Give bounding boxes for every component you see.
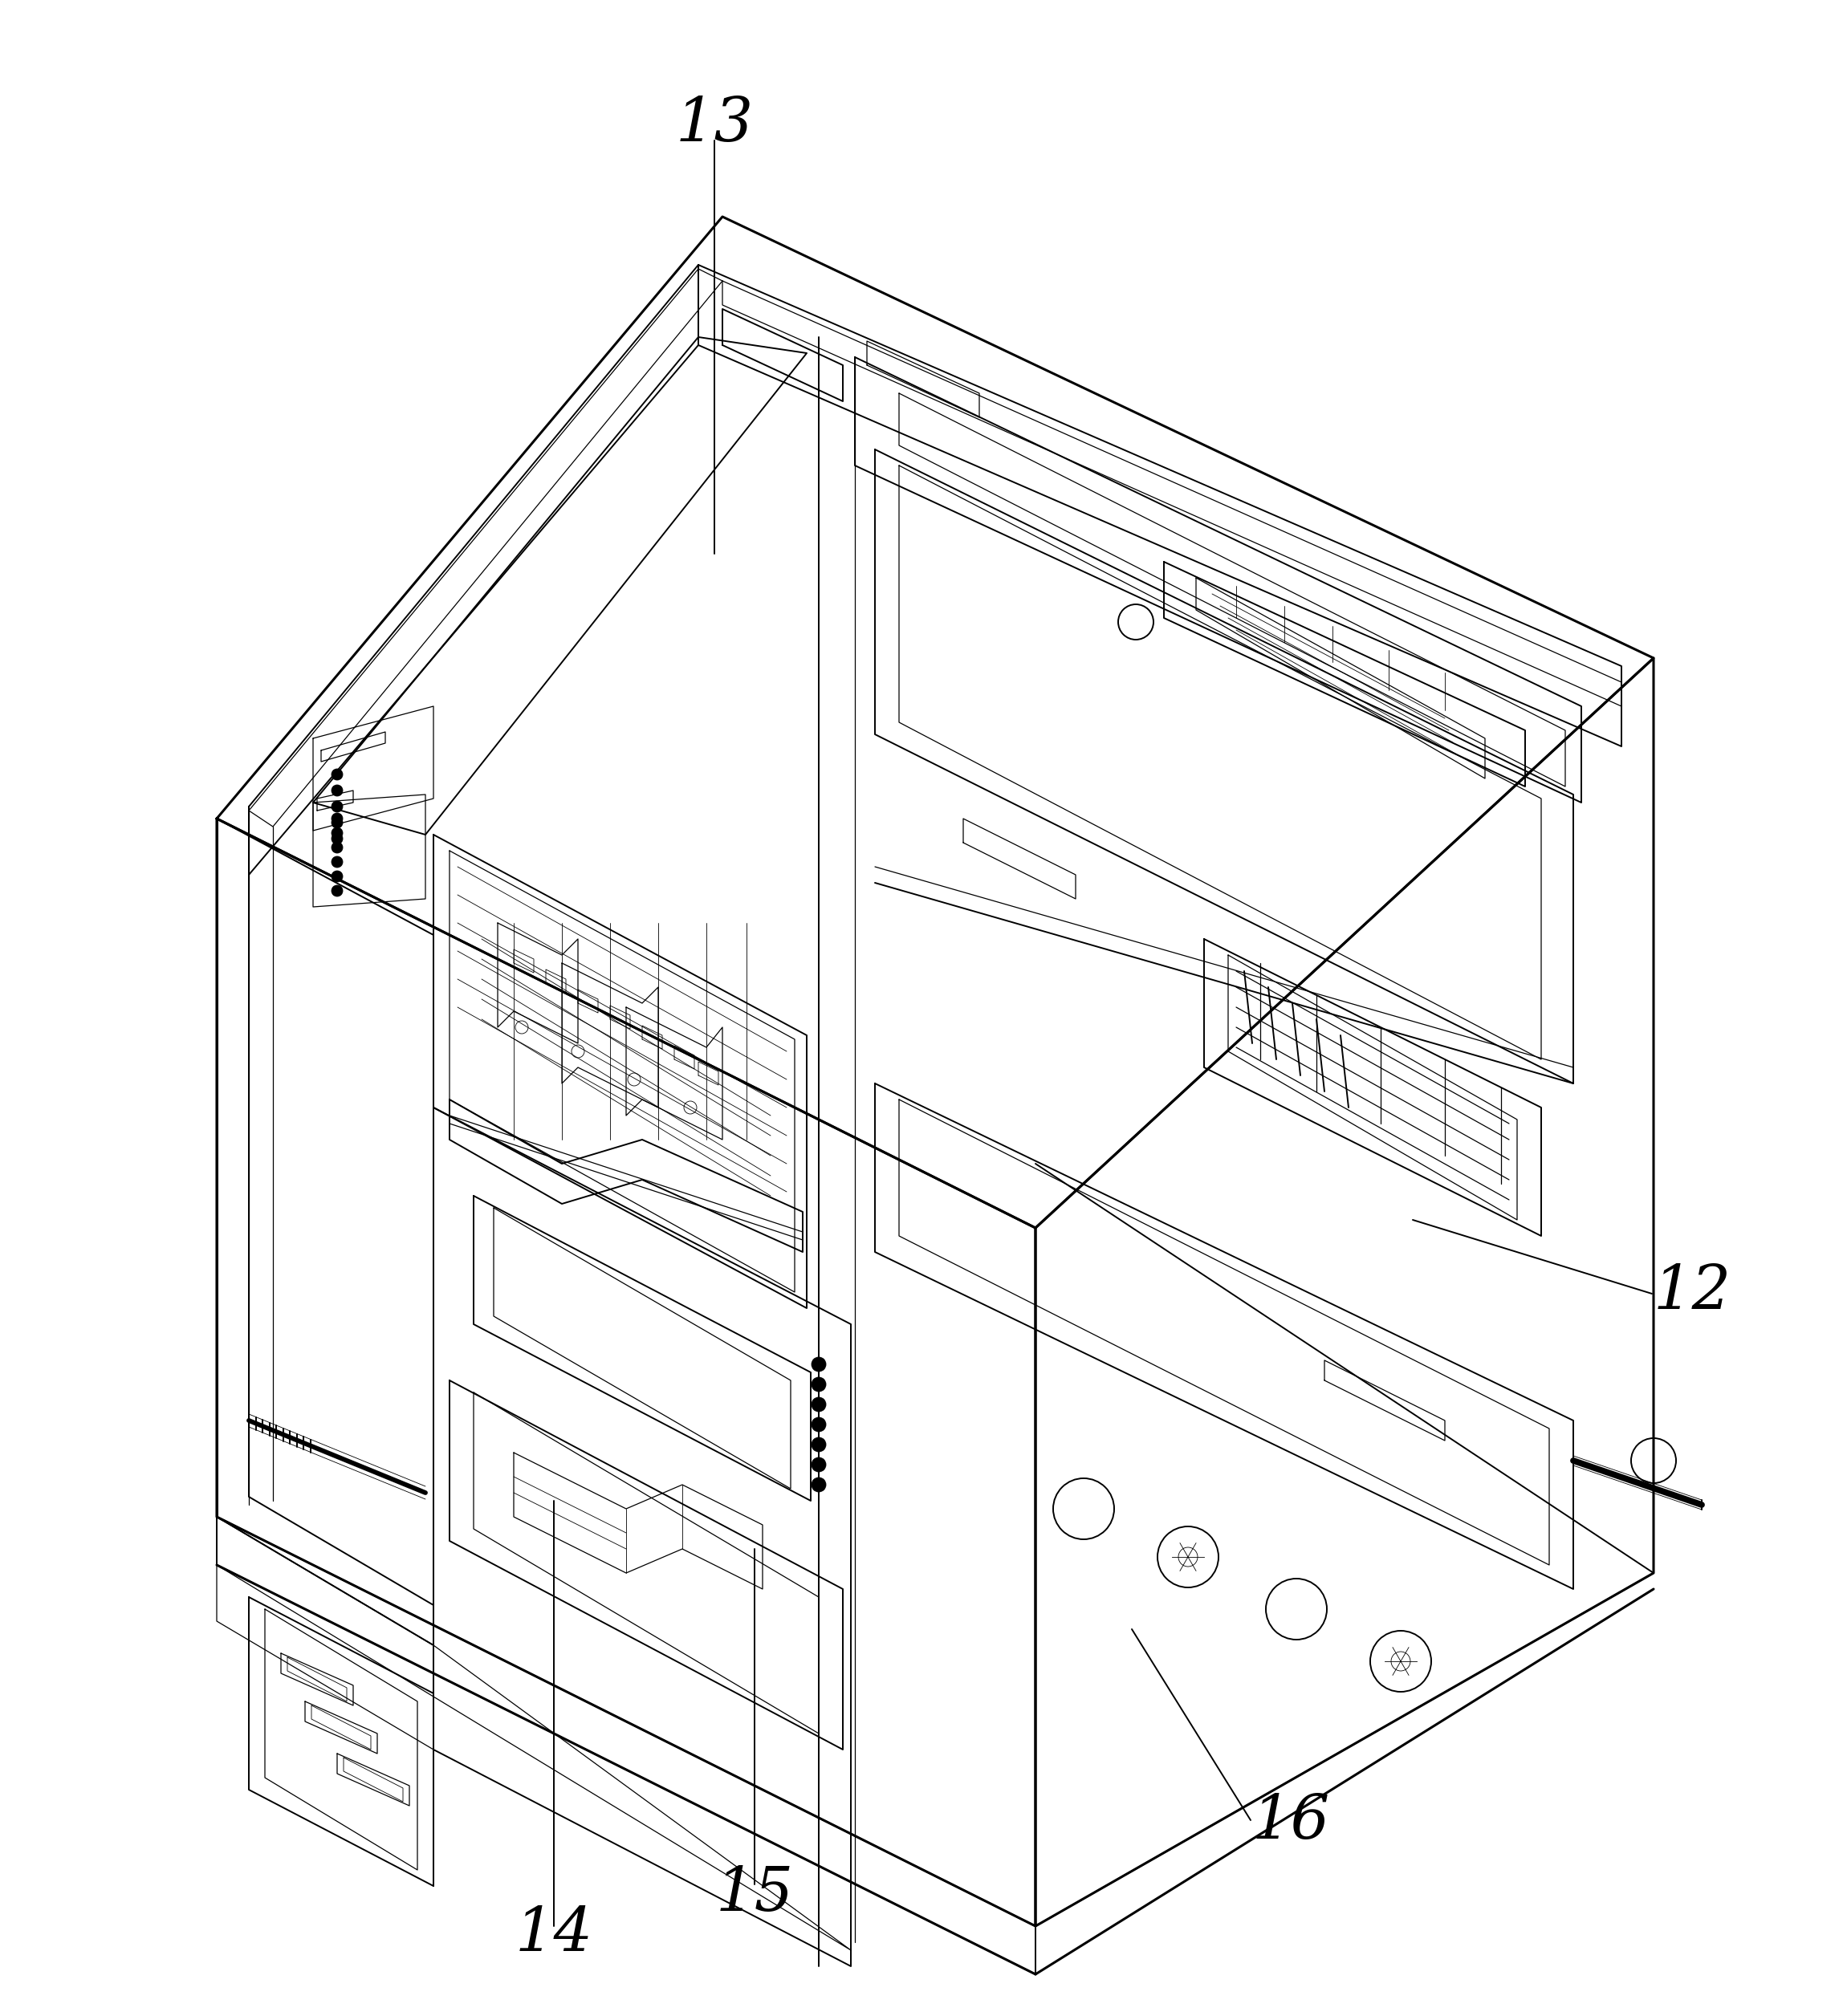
Circle shape [332,833,343,845]
Text: 12: 12 [1653,1262,1732,1322]
Circle shape [332,768,343,780]
Circle shape [332,871,343,883]
Circle shape [332,857,343,867]
Circle shape [811,1417,826,1431]
Text: 15: 15 [715,1865,794,1923]
Circle shape [811,1377,826,1391]
Circle shape [811,1478,826,1492]
Circle shape [332,827,343,839]
Circle shape [811,1357,826,1371]
Circle shape [332,816,343,829]
Circle shape [332,784,343,796]
Circle shape [811,1437,826,1452]
Circle shape [332,885,343,897]
Circle shape [811,1458,826,1472]
Text: 14: 14 [514,1905,593,1964]
Circle shape [332,843,343,853]
Circle shape [332,812,343,825]
Circle shape [332,800,343,812]
Text: 16: 16 [1251,1792,1331,1851]
Circle shape [811,1397,826,1411]
Text: 13: 13 [675,95,754,153]
